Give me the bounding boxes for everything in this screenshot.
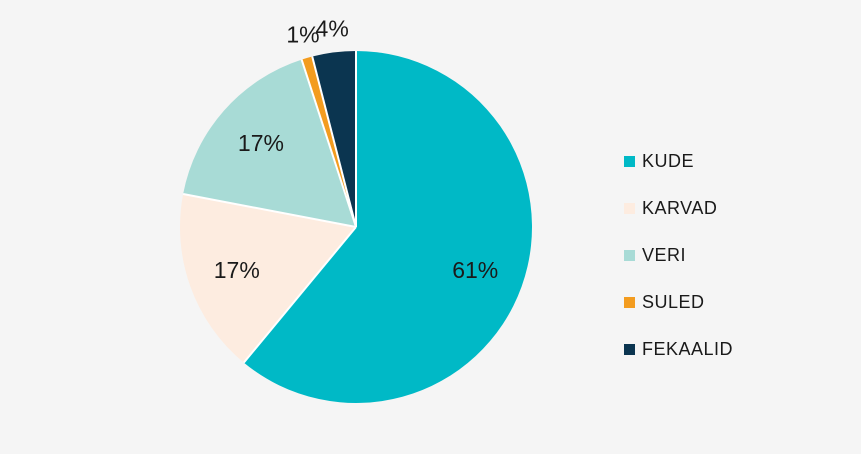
legend-label: VERI [642,245,687,265]
legend-item-kude: KUDE [624,138,733,185]
chart-legend: KUDE KARVAD VERI SULED FEKAALID [624,138,733,373]
legend-swatch [624,250,635,261]
legend-label: SULED [642,292,705,312]
pie-slice-veri [183,59,356,228]
legend-swatch [624,297,635,308]
legend-item-karvad: KARVAD [624,185,733,232]
slice-label-karvad: 17% [214,257,260,283]
legend-label: KUDE [642,151,695,171]
legend-label: KARVAD [642,198,718,218]
legend-item-veri: VERI [624,232,733,279]
slice-separator [243,226,357,364]
slice-label-veri: 17% [238,130,284,156]
slice-label-fekaalid: 4% [316,15,349,41]
legend-item-fekaalid: FEKAALID [624,326,733,373]
slice-separator [311,56,357,228]
slice-separator [182,193,357,228]
pie-slice-kude [243,51,532,403]
legend-swatch [624,203,635,214]
pie-slice-karvad [180,194,356,363]
slice-label-kude: 61% [452,257,498,283]
legend-item-suled: SULED [624,279,733,326]
slice-label-suled: 1% [286,22,319,48]
legend-swatch [624,344,635,355]
legend-label: FEKAALID [642,339,734,359]
slice-separator [300,59,357,228]
legend-swatch [624,156,635,167]
